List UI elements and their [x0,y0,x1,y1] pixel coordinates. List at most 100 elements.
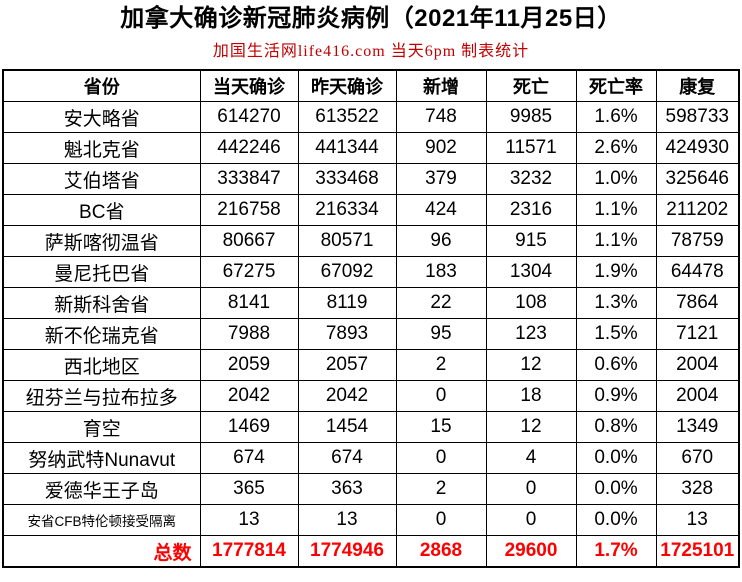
value-cell: 1454 [297,411,397,443]
value-cell: 0.8% [575,411,657,443]
value-cell: 8141 [199,287,299,319]
value-cell: 13 [199,504,299,536]
totals-value-cell: 29600 [485,535,577,568]
table-row: 艾伯塔省 333847 333468 379 3232 1.0% 325646 [2,163,740,195]
value-cell: 614270 [199,101,299,133]
value-cell: 1349 [655,411,740,443]
value-cell: 12 [485,411,577,443]
value-cell: 1304 [485,256,577,288]
value-cell: 674 [297,442,397,474]
value-cell: 0.0% [575,442,657,474]
totals-label: 总数 [2,535,201,568]
value-cell: 424 [395,194,487,226]
covid-report-page: 加拿大确诊新冠肺炎病例（2021年11月25日） 加国生活网life416.co… [0,4,742,582]
value-cell: 183 [395,256,487,288]
totals-value-cell: 1774946 [297,535,397,568]
value-cell: 0.9% [575,380,657,412]
value-cell: 1.6% [575,101,657,133]
value-cell: 96 [395,225,487,257]
table-row: 努纳武特Nunavut 674 674 0 4 0.0% 670 [2,442,740,474]
province-name-cell: 萨斯喀彻温省 [2,225,201,257]
value-cell: 1.3% [575,287,657,319]
value-cell: 442246 [199,132,299,164]
value-cell: 7864 [655,287,740,319]
value-cell: 13 [297,504,397,536]
value-cell: 64478 [655,256,740,288]
value-cell: 211202 [655,194,740,226]
value-cell: 2004 [655,349,740,381]
value-cell: 7121 [655,318,740,350]
value-cell: 0 [395,442,487,474]
value-cell: 0 [485,473,577,505]
value-cell: 328 [655,473,740,505]
value-cell: 12 [485,349,577,381]
value-cell: 915 [485,225,577,257]
value-cell: 0.6% [575,349,657,381]
table-row: 纽芬兰与拉布拉多 2042 2042 0 18 0.9% 2004 [2,380,740,412]
table-row: 西北地区 2059 2057 2 12 0.6% 2004 [2,349,740,381]
subtitle: 加国生活网life416.com 当天6pm 制表统计 [212,43,530,60]
value-cell: 333847 [199,163,299,195]
totals-value-cell: 1.7% [575,535,657,568]
value-cell: 2 [395,349,487,381]
value-cell: 902 [395,132,487,164]
table-row: 新不伦瑞克省 7988 7893 95 123 1.5% 7121 [2,318,740,350]
province-name-cell: 爱德华王子岛 [2,473,201,505]
value-cell: 216758 [199,194,299,226]
table-row: 育空 1469 1454 15 12 0.8% 1349 [2,411,740,443]
value-cell: 2316 [485,194,577,226]
table-row: 萨斯喀彻温省 80667 80571 96 915 1.1% 78759 [2,225,740,257]
covid-stats-table: 省份 当天确诊 昨天确诊 新增 死亡 死亡率 康复 安大略省 614270 613522 748 9… [2,69,740,568]
value-cell: 333468 [297,163,397,195]
value-cell: 3232 [485,163,577,195]
province-name-cell: 西北地区 [2,349,201,381]
totals-value-cell: 1777814 [199,535,299,568]
value-cell: 95 [395,318,487,350]
table-row: 曼尼托巴省 67275 67092 183 1304 1.9% 64478 [2,256,740,288]
column-header: 昨天确诊 [297,69,397,102]
value-cell: 80571 [297,225,397,257]
value-cell: 2042 [297,380,397,412]
column-header: 新增 [395,69,487,102]
value-cell: 67092 [297,256,397,288]
value-cell: 1469 [199,411,299,443]
value-cell: 9985 [485,101,577,133]
value-cell: 2042 [199,380,299,412]
value-cell: 613522 [297,101,397,133]
value-cell: 0.0% [575,504,657,536]
province-name-cell: BC省 [2,194,201,226]
column-header: 死亡 [485,69,577,102]
value-cell: 379 [395,163,487,195]
province-name-cell: 艾伯塔省 [2,163,201,195]
value-cell: 670 [655,442,740,474]
value-cell: 363 [297,473,397,505]
value-cell: 1.1% [575,225,657,257]
table-row: BC省 216758 216334 424 2316 1.1% 211202 [2,194,740,226]
totals-value-cell: 1725101 [655,535,740,568]
value-cell: 325646 [655,163,740,195]
table-row: 安省CFB特伦顿接受隔离 13 13 0 0 0.0% 13 [2,504,740,536]
table-row: 魁北克省 442246 441344 902 11571 2.6% 424930 [2,132,740,164]
value-cell: 22 [395,287,487,319]
value-cell: 123 [485,318,577,350]
value-cell: 78759 [655,225,740,257]
header-row: 省份 当天确诊 昨天确诊 新增 死亡 死亡率 康复 [2,69,740,102]
value-cell: 674 [199,442,299,474]
value-cell: 1.0% [575,163,657,195]
value-cell: 80667 [199,225,299,257]
value-cell: 2004 [655,380,740,412]
value-cell: 7988 [199,318,299,350]
column-header: 康复 [655,69,740,102]
province-name-cell: 努纳武特Nunavut [2,442,201,474]
value-cell: 13 [655,504,740,536]
value-cell: 1.5% [575,318,657,350]
value-cell: 1.1% [575,194,657,226]
value-cell: 0 [395,380,487,412]
value-cell: 7893 [297,318,397,350]
value-cell: 1.9% [575,256,657,288]
value-cell: 2059 [199,349,299,381]
table-row: 新斯科舍省 8141 8119 22 108 1.3% 7864 [2,287,740,319]
value-cell: 365 [199,473,299,505]
totals-value-cell: 2868 [395,535,487,568]
value-cell: 2.6% [575,132,657,164]
